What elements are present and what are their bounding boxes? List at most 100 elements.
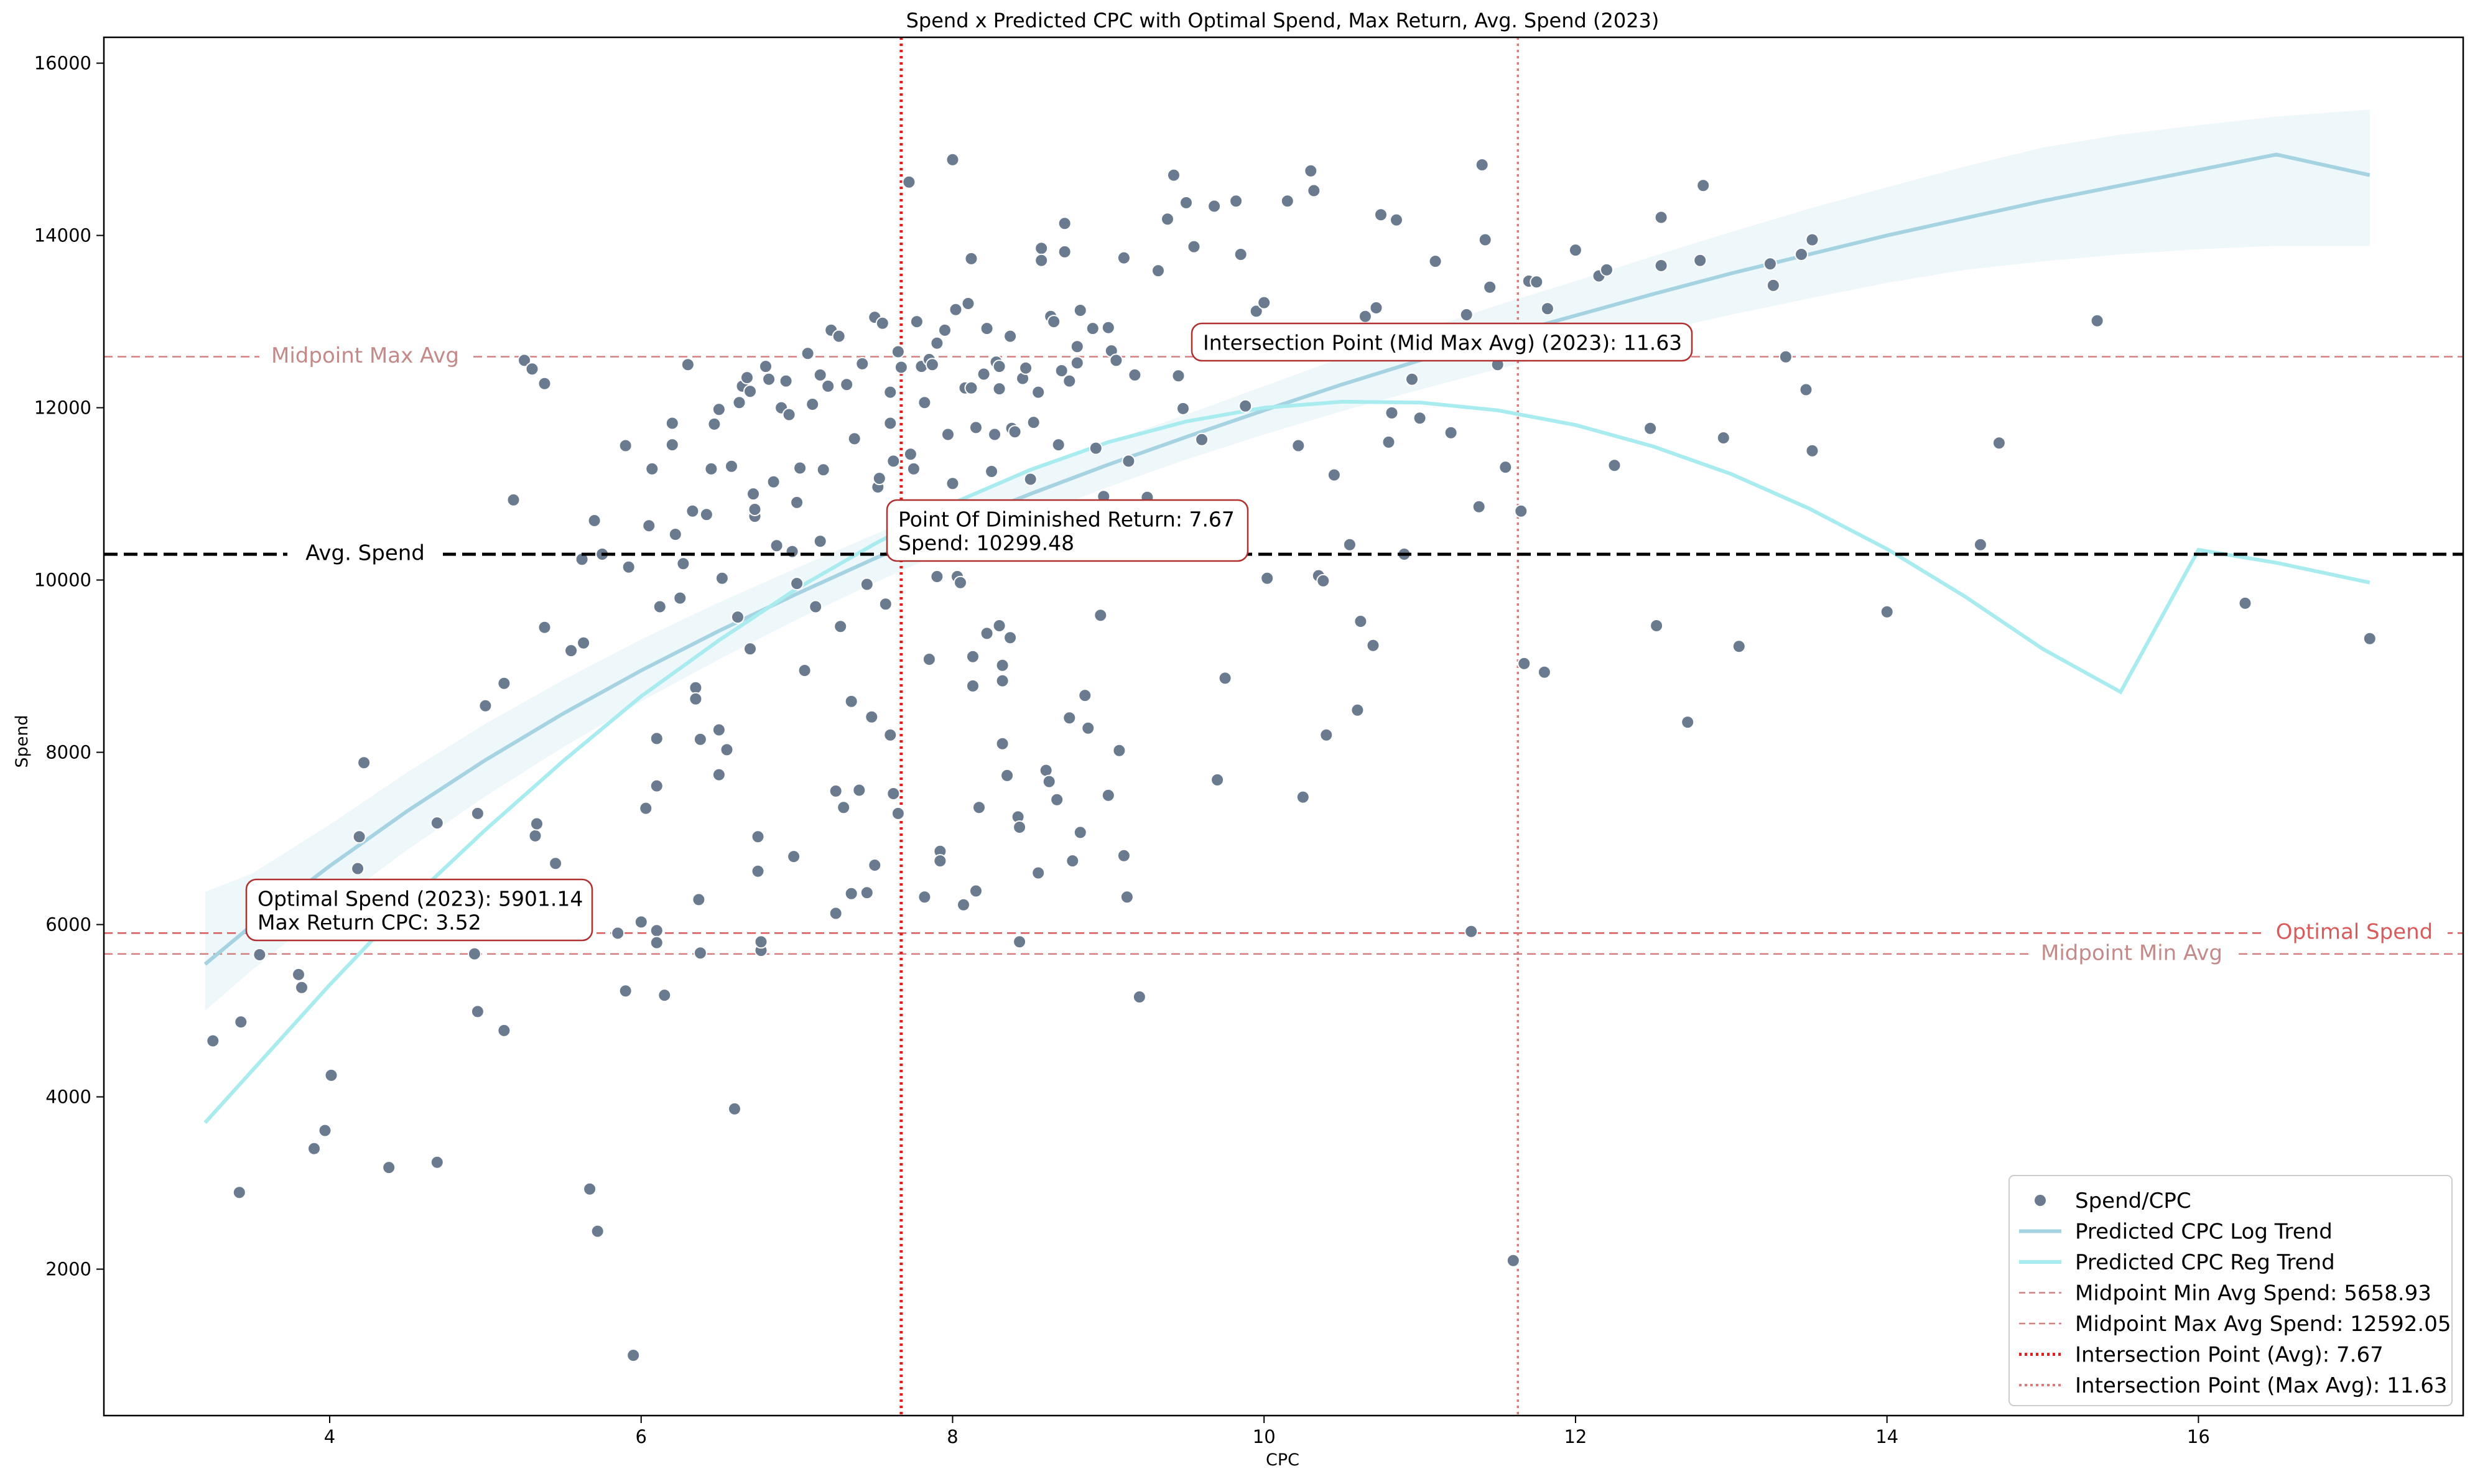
scatter-point [1766,278,1780,292]
scatter-point [1428,254,1442,269]
annotation-optimal-spend-line-1: Max Return CPC: 3.52 [258,910,481,934]
scatter-point [1498,460,1513,475]
legend-entry-label: Intersection Point (Max Avg): 11.63 [2075,1373,2448,1398]
scatter-point [307,1141,321,1156]
x-tick-label: 6 [636,1426,647,1447]
scatter-point [295,980,309,995]
scatter-point [1291,438,1306,453]
scatter-point [790,577,804,591]
scatter-point [762,372,776,386]
midpoint-min-label: Midpoint Min Avg [2041,940,2222,965]
scatter-point [891,806,905,820]
trend-lines-layer [203,152,2371,1125]
scatter-point [673,591,687,605]
scatter-point [821,379,835,393]
scatter-point [1112,743,1126,758]
scatter-point [995,674,1010,688]
scatter-point [832,329,846,343]
scatter-point [985,465,999,478]
scatter-point [1732,639,1746,654]
y-tick-label: 14000 [34,225,91,246]
scatter-point [966,679,980,693]
scatter-point [844,886,858,901]
scatter-point [1167,168,1181,182]
y-tick-label: 12000 [34,397,91,419]
scatter-point [731,610,745,624]
scatter-point [909,315,924,329]
scatter-point [1795,248,1808,261]
scatter-point [649,779,664,793]
scatter-point [966,649,980,664]
midpoint-max-label: Midpoint Max Avg [271,343,459,368]
scatter-point [1070,356,1084,370]
scatter-point [1121,454,1136,468]
scatter-point [1257,295,1271,310]
scatter-point [324,1068,338,1082]
legend-box [2008,1175,2453,1406]
scatter-point [649,924,664,938]
scatter-point [844,694,858,708]
scatter-point [865,710,879,724]
scatter-point [1176,401,1190,415]
scatter-point [1207,199,1222,213]
scatter-point [1008,425,1022,439]
scatter-point [933,854,947,868]
scatter-point [840,378,854,392]
scatter-point [530,817,544,831]
scatter-point [712,768,726,782]
scatter-point [351,861,365,876]
scatter-point [852,783,866,797]
scatter-point [847,432,861,446]
scatter-point [611,926,625,940]
optimal-spend-label-bg [2261,918,2448,948]
scatter-point [949,302,963,317]
scatter-point [292,967,305,981]
scatter-point [676,557,690,571]
scatter-point [964,251,978,266]
scatter-point [1483,280,1497,294]
legend-entry-label: Midpoint Min Avg Spend: 5658.93 [2075,1281,2431,1306]
scatter-point [886,454,901,468]
scatter-point [1120,890,1134,904]
scatter-point [639,801,653,815]
scatter-point [1101,320,1115,335]
scatter-point [793,461,807,475]
scatter-point [925,358,939,372]
scatter-point [813,534,827,549]
average-line-layer: Avg. Spend Midpoint Max Avg Midpoint Min A… [104,341,2463,969]
scatter-point [860,886,874,900]
scatter-point [699,508,713,522]
scatter-point [497,676,511,690]
scatter-point [1171,369,1186,383]
annotation-diminished-return-line-0: Point Of Diminished Return: 7.67 [898,507,1235,531]
scatter-point [945,152,960,167]
scatter-point [1057,216,1072,231]
scatter-point [382,1161,396,1175]
scatter-point [652,600,667,614]
scatter-point [992,359,1006,374]
scatter-point [626,1348,641,1363]
scatter-point [829,784,843,798]
scatter-point [769,539,784,553]
scatter-point [1643,421,1658,435]
scatter-point [980,626,994,641]
scatter-point [497,1023,511,1037]
scatter-point [1031,866,1046,880]
annotation-mid-max-intersection-line-0: Intersection Point (Mid Max Avg) (2023):… [1203,330,1682,355]
scatter-point [995,736,1010,751]
scatter-point [1073,304,1087,317]
annotation-optimal-spend-box [245,878,593,942]
scatter-point [642,519,656,533]
scatter-point [1307,183,1321,198]
scatter-point [1716,431,1730,445]
scatter-point [1654,259,1668,272]
x-tick-label: 12 [1564,1426,1587,1447]
scatter-point [537,376,552,391]
scatter-point [1405,372,1419,386]
scatter-point [1026,415,1041,430]
log-trend-band [205,109,2370,1011]
scatter-point [806,397,820,411]
scatter-point [1023,472,1038,486]
scatter-point [1805,233,1819,247]
